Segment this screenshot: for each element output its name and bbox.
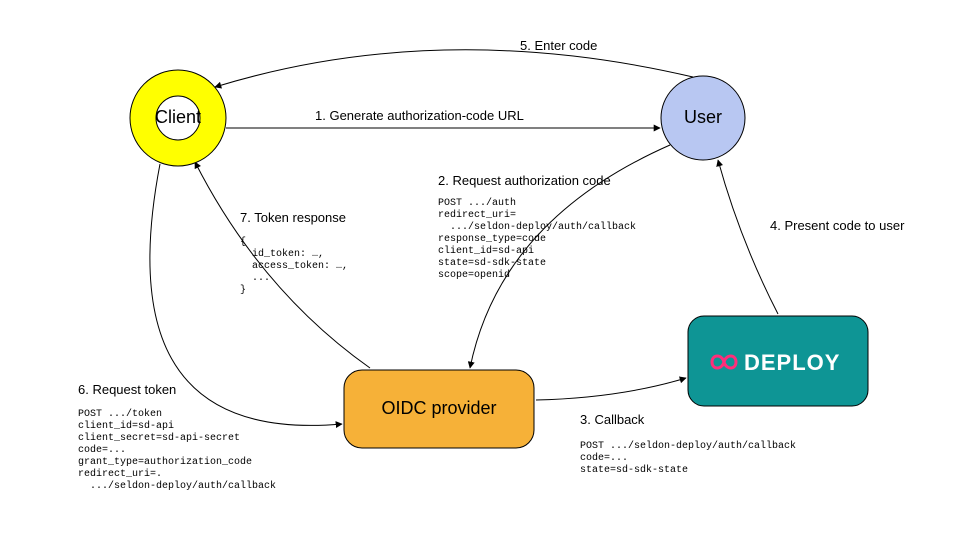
edge-5-label: 5. Enter code xyxy=(520,38,597,53)
edge-3-label: 3. Callback xyxy=(580,412,645,427)
node-client-label: Client xyxy=(155,107,201,127)
edge-5-enter-code: 5. Enter code xyxy=(215,38,693,87)
edge-2-request-auth-code: 2. Request authorization code POST .../a… xyxy=(438,145,670,368)
node-user: User xyxy=(661,76,745,160)
edge-3-code: POST .../seldon-deploy/auth/callbackcode… xyxy=(580,440,796,476)
edge-4-present-code: 4. Present code to user xyxy=(718,160,905,314)
edge-2-label: 2. Request authorization code xyxy=(438,173,611,188)
edge-4-label: 4. Present code to user xyxy=(770,218,905,233)
node-oidc-label: OIDC provider xyxy=(381,398,496,418)
edge-7-label: 7. Token response xyxy=(240,210,346,225)
node-client: Client xyxy=(130,70,226,166)
node-user-label: User xyxy=(684,107,722,127)
edge-6-label: 6. Request token xyxy=(78,382,176,397)
edge-7-token-response: 7. Token response { id_token: …, access_… xyxy=(195,162,370,368)
node-oidc: OIDC provider xyxy=(344,370,534,448)
edge-1-label: 1. Generate authorization-code URL xyxy=(315,108,524,123)
node-deploy-label: DEPLOY xyxy=(744,350,840,375)
edge-1-generate-url: 1. Generate authorization-code URL xyxy=(226,108,660,128)
node-deploy: DEPLOY xyxy=(688,316,868,406)
edge-6-code: POST .../tokenclient_id=sd-apiclient_sec… xyxy=(78,408,276,492)
edge-2-code: POST .../authredirect_uri= .../seldon-de… xyxy=(438,197,636,281)
edge-7-code: { id_token: …, access_token: …, ...} xyxy=(240,236,348,296)
